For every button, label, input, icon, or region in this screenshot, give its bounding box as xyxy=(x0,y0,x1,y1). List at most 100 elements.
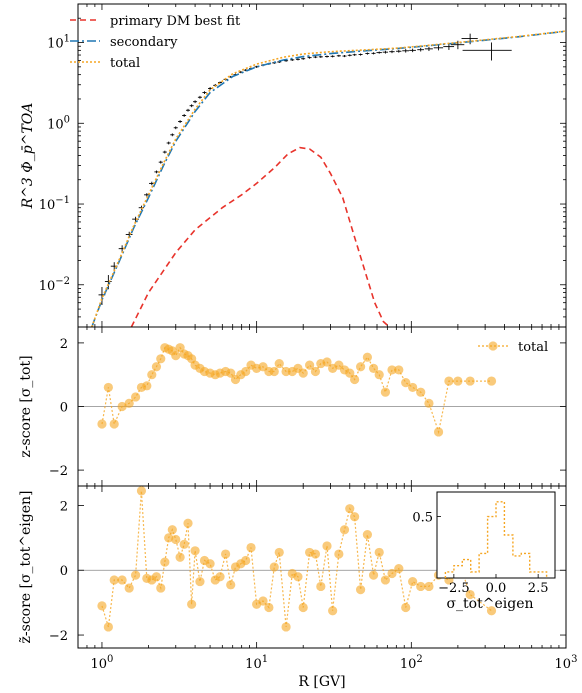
data-point xyxy=(298,602,308,613)
legend-label: secondary xyxy=(110,35,178,50)
data-point xyxy=(195,576,205,587)
data-point xyxy=(394,564,404,574)
data-point xyxy=(147,370,157,380)
data-point xyxy=(160,557,170,567)
data-point xyxy=(401,378,411,388)
data-point xyxy=(345,368,355,378)
data-point xyxy=(269,562,279,572)
y-tick-label: 100 xyxy=(47,114,70,132)
data-point xyxy=(164,533,174,543)
data-point xyxy=(486,606,497,616)
y-tick-label: 2 xyxy=(60,499,68,514)
data-point xyxy=(215,572,225,582)
data-point xyxy=(117,401,127,412)
inset-histogram: −2.5 0.0 2.5 0.5 σ_tot^eigen xyxy=(412,491,556,612)
y-axis-label: z̃-score [σ_tot^eigen] xyxy=(18,491,34,644)
data-point xyxy=(380,387,391,397)
data-point xyxy=(465,376,475,386)
y-tick-label: 0 xyxy=(60,401,68,416)
x-axis-label: R [GV] xyxy=(298,674,345,690)
data-point xyxy=(362,530,372,540)
data-point xyxy=(394,365,404,375)
data-point xyxy=(136,486,147,496)
y-tick-label: 2 xyxy=(60,337,68,352)
legend-marker xyxy=(488,341,498,351)
data-point xyxy=(109,575,119,585)
data-point xyxy=(124,583,134,593)
y-tick-label: 10−1 xyxy=(39,195,70,213)
y-tick-label: 0 xyxy=(60,564,68,579)
legend-label: total xyxy=(110,56,140,71)
axes-frame xyxy=(77,485,567,649)
inset-x-tick-label: 2.5 xyxy=(528,581,549,596)
data-point xyxy=(362,352,372,362)
legend: primary DM best fit secondary total xyxy=(70,14,241,71)
data-point xyxy=(241,555,251,566)
data-point xyxy=(269,366,279,377)
data-point xyxy=(374,547,384,558)
data-point xyxy=(322,541,332,551)
inset-frame xyxy=(436,491,556,579)
data-point xyxy=(350,374,360,385)
data-point xyxy=(151,572,162,582)
legend-label: primary DM best fit xyxy=(110,14,241,29)
data-point xyxy=(97,419,107,429)
data-point xyxy=(424,398,434,408)
series-line xyxy=(130,146,390,327)
data-point xyxy=(356,362,366,372)
data-point xyxy=(187,599,197,609)
data-point xyxy=(310,549,321,559)
data-point xyxy=(310,366,321,377)
data-point xyxy=(156,354,166,364)
inset-x-tick-label: 0.0 xyxy=(486,581,507,596)
top-panel-flux: 10−2 10−1 100 101 R^3 Φ_p̄^TOA primary DM bes… xyxy=(20,3,567,328)
data-point xyxy=(171,534,181,545)
series-line xyxy=(91,30,566,327)
data-point xyxy=(401,602,411,613)
data-point xyxy=(226,580,236,590)
data-point xyxy=(350,512,360,522)
x-tick-label: 102 xyxy=(400,654,423,672)
data-point xyxy=(305,360,315,370)
data-point xyxy=(274,547,284,558)
data-point xyxy=(416,387,426,397)
histogram-bars xyxy=(444,501,548,578)
data-point xyxy=(368,570,379,580)
axes-frame xyxy=(77,3,567,328)
data-point xyxy=(109,419,119,429)
legend-label: total xyxy=(518,340,548,355)
data-point xyxy=(322,357,332,367)
data-point xyxy=(328,606,338,616)
data-point xyxy=(131,570,141,580)
inset-y-tick-label: 0.5 xyxy=(412,511,433,526)
data-point xyxy=(274,358,284,369)
data-point xyxy=(408,382,418,393)
y-tick-label: 101 xyxy=(47,34,70,52)
data-point xyxy=(124,398,134,408)
data-point xyxy=(103,622,113,632)
y-tick-label: −2 xyxy=(49,464,68,479)
data-point xyxy=(416,581,426,592)
data-point xyxy=(179,539,189,549)
data-point xyxy=(205,559,215,569)
data-point xyxy=(339,525,350,535)
data-point xyxy=(433,427,444,437)
data-point xyxy=(151,362,162,372)
data-point xyxy=(246,542,256,553)
data-point xyxy=(380,575,391,585)
y-axis-label: R^3 Φ_p̄^TOA xyxy=(20,103,36,210)
data-point xyxy=(408,576,418,587)
data-point xyxy=(241,366,251,377)
data-point xyxy=(117,575,127,585)
bottom-panel-eigen-zscore: −2 0 2 100 101 102 103 R [GV] z̃-score [σ_tot^ei… xyxy=(18,485,577,690)
data-point xyxy=(258,596,268,606)
data-point xyxy=(444,376,454,386)
data-point xyxy=(387,568,397,579)
data-point xyxy=(226,368,236,378)
data-point xyxy=(424,581,434,592)
data-point xyxy=(142,381,152,391)
data-point xyxy=(345,504,355,514)
data-point xyxy=(356,585,366,595)
data-point xyxy=(156,583,166,593)
